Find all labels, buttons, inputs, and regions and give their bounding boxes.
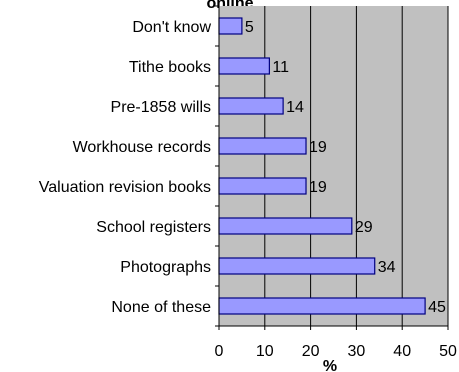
x-tick-label: 30 — [348, 343, 366, 360]
data-label: 5 — [245, 19, 254, 36]
data-label: 11 — [272, 59, 289, 76]
x-tick-label: 20 — [302, 343, 320, 360]
bar — [218, 297, 426, 315]
data-label: 19 — [309, 139, 327, 156]
bar — [218, 17, 243, 35]
x-tick-labels: 0 10 20 30 40 50 — [215, 343, 457, 360]
x-tick-label: 10 — [256, 343, 274, 360]
x-tick-label: 40 — [393, 343, 411, 360]
bar — [218, 177, 307, 195]
category-labels: Don't know Tithe books Pre-1858 wills Workh… — [39, 19, 212, 316]
x-tick-label: 0 — [215, 343, 224, 360]
category-label: Tithe books — [129, 59, 211, 76]
axes — [215, 5, 449, 330]
data-label: 34 — [378, 259, 396, 276]
category-label: Valuation revision books — [39, 179, 211, 196]
data-label: 45 — [428, 299, 446, 316]
data-labels: 5 11 14 19 19 29 34 45 — [245, 19, 446, 316]
category-label: School registers — [96, 219, 211, 236]
data-label: 19 — [309, 179, 327, 196]
bar — [218, 137, 307, 155]
bar — [218, 97, 284, 115]
bar — [218, 57, 270, 75]
category-label: None of these — [111, 299, 211, 316]
x-axis-label: % — [323, 358, 337, 372]
category-label: Workhouse records — [73, 139, 211, 156]
category-label: Pre-1858 wills — [111, 99, 211, 116]
data-label: 29 — [355, 219, 373, 236]
category-label: Don't know — [132, 19, 211, 36]
category-label: Photographs — [120, 259, 211, 276]
bars — [218, 17, 426, 315]
bar — [218, 217, 353, 235]
plot-area — [219, 6, 448, 326]
data-label: 14 — [286, 99, 304, 116]
bar — [218, 257, 376, 275]
x-tick-label: 50 — [439, 343, 457, 360]
